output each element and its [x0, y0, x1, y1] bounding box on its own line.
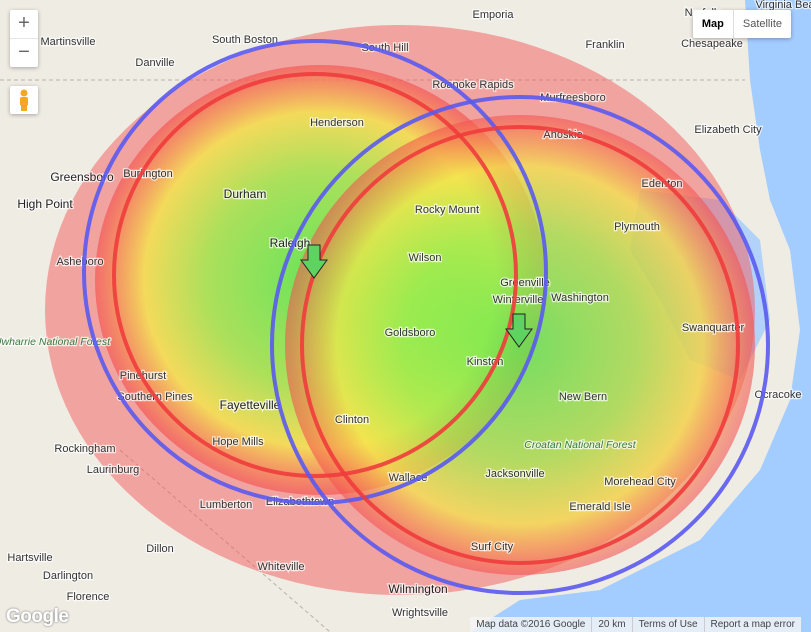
- place-label: Emporia: [473, 9, 515, 21]
- place-label: Florence: [67, 591, 110, 603]
- street-view[interactable]: [10, 86, 38, 114]
- place-label: Jacksonville: [485, 468, 544, 480]
- place-label: Whiteville: [257, 561, 304, 573]
- place-label: South Hill: [361, 42, 408, 54]
- place-label: Greensboro: [50, 170, 114, 184]
- place-label: Clinton: [335, 414, 369, 426]
- place-label: Laurinburg: [87, 464, 140, 476]
- place-label: Wilson: [408, 252, 441, 264]
- place-label: Rocky Mount: [415, 204, 479, 216]
- footer: Map data ©2016 Google 20 km Terms of Use…: [470, 617, 801, 632]
- report-link[interactable]: Report a map error: [703, 617, 801, 632]
- zoom-control: + −: [10, 10, 38, 67]
- range-circle: [82, 39, 548, 505]
- marker[interactable]: [300, 244, 328, 279]
- map-button[interactable]: Map: [693, 10, 734, 38]
- place-label: Dillon: [146, 543, 174, 555]
- logo: Google: [6, 606, 69, 627]
- place-label: Greenville: [500, 277, 550, 289]
- scale: 20 km: [591, 617, 631, 632]
- place-label: Durham: [224, 187, 267, 201]
- map-type-control: Map Satellite: [692, 10, 791, 38]
- pegman: [20, 89, 28, 111]
- range-circle: [270, 95, 770, 595]
- place-label: Rockingham: [54, 443, 115, 455]
- zoom-out[interactable]: −: [18, 41, 30, 63]
- place-label: Goldsboro: [385, 327, 436, 339]
- place-label: Hope Mills: [212, 436, 264, 448]
- place-label: Virginia Bea: [755, 0, 811, 11]
- place-label: New Bern: [559, 391, 607, 403]
- place-label: Morehead City: [604, 476, 676, 488]
- place-label: Raleigh: [270, 236, 311, 250]
- place-label: High Point: [17, 197, 73, 211]
- terms-link[interactable]: Terms of Use: [631, 617, 704, 632]
- place-label: Elizabeth City: [694, 124, 762, 136]
- place-label: Darlington: [43, 570, 93, 582]
- marker[interactable]: [505, 313, 533, 348]
- range-circle: [300, 125, 740, 565]
- place-label: Lumberton: [200, 499, 253, 511]
- place-label: Wilmington: [388, 582, 447, 596]
- place-label: Hartsville: [7, 552, 52, 564]
- range-circle: [112, 72, 518, 478]
- place-label: Chesapeake: [681, 38, 743, 50]
- park-label: Uwharrie National Forest: [0, 336, 111, 348]
- zoom-in[interactable]: +: [10, 10, 38, 39]
- place-label: Franklin: [585, 39, 624, 51]
- place-label: Washington: [551, 292, 609, 304]
- place-label: Surf City: [471, 541, 514, 553]
- place-label: South Boston: [212, 34, 278, 46]
- satellite-button[interactable]: Satellite: [742, 18, 782, 30]
- place-label: Burlington: [123, 168, 173, 180]
- place-label: Plymouth: [614, 221, 660, 233]
- place-label: Swanquarter: [682, 322, 745, 334]
- place-label: Danville: [135, 57, 174, 69]
- place-label: Winterville: [493, 294, 544, 306]
- state-border: [119, 449, 331, 632]
- place-label: Fayetteville: [220, 398, 281, 412]
- place-label: Wrightsville: [392, 607, 448, 619]
- place-label: Henderson: [310, 117, 364, 129]
- ocean: [470, 0, 811, 632]
- attribution: Map data ©2016 Google: [476, 619, 586, 630]
- park-label: Croatan National Forest: [524, 439, 637, 451]
- place-label: Emerald Isle: [569, 501, 630, 513]
- place-label: Asheboro: [56, 256, 103, 268]
- place-label: Martinsville: [40, 36, 95, 48]
